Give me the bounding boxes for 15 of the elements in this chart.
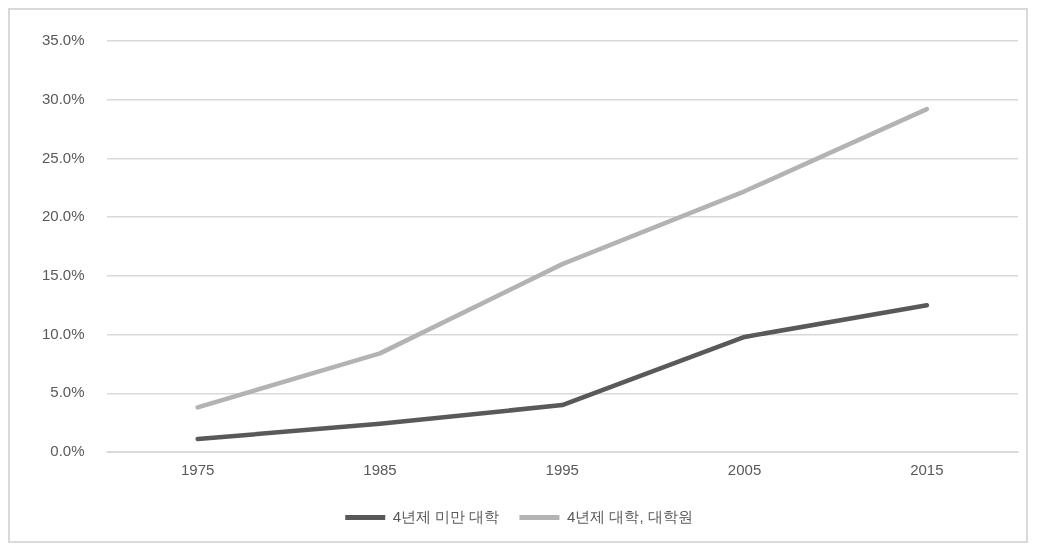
x-tick-label: 2005 [727,461,762,479]
y-tick-label: 30.0% [41,89,85,107]
legend-label: 4년제 대학, 대학원 [566,507,693,525]
x-tick-label: 1985 [363,461,397,479]
y-tick-label: 0.0% [50,442,85,460]
x-tick-label: 1995 [545,461,579,479]
y-tick-label: 5.0% [50,383,85,401]
y-tick-label: 15.0% [41,266,85,283]
y-tick-label: 10.0% [41,324,85,342]
y-tick-label: 35.0% [41,31,85,49]
legend-label: 4년제 미만 대학 [392,507,500,525]
y-tick-label: 20.0% [41,207,85,225]
y-tick-label: 25.0% [41,148,85,166]
x-tick-label: 2015 [910,461,944,479]
x-tick-label: 1975 [180,461,215,479]
